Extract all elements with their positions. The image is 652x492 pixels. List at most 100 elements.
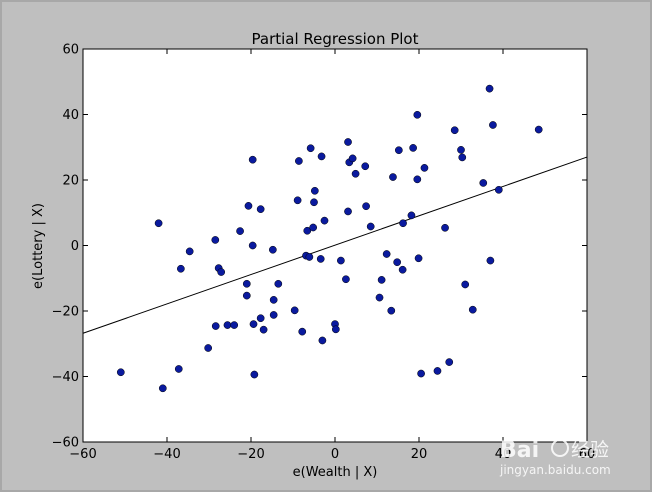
data-point: [211, 322, 220, 330]
data-point: [479, 179, 488, 187]
data-point: [268, 245, 277, 254]
y-tick-label: 40: [62, 108, 79, 123]
data-point: [303, 226, 312, 235]
x-tick-label: −60: [69, 447, 96, 462]
data-point: [409, 144, 417, 152]
data-point: [457, 146, 465, 154]
x-tick-label: 20: [411, 447, 428, 462]
watermark: Bai 经验 jingyan.baidu.com: [499, 438, 611, 477]
data-point: [489, 121, 497, 129]
y-tick-label: 0: [71, 239, 79, 254]
data-point: [310, 198, 318, 207]
data-point: [274, 279, 283, 288]
data-point: [230, 321, 239, 329]
data-point: [387, 306, 396, 315]
data-point: [342, 275, 350, 284]
data-point: [317, 152, 326, 161]
watermark-brand-cn: 经验: [571, 439, 609, 461]
x-tick-label: 60: [579, 447, 596, 462]
y-tick-label: −40: [52, 370, 79, 385]
regression-line: [82, 156, 588, 334]
data-point: [377, 276, 386, 284]
data-point: [116, 368, 125, 377]
data-point: [441, 223, 449, 232]
data-point: [413, 175, 422, 184]
data-point: [256, 205, 265, 213]
data-point: [185, 247, 194, 256]
data-point: [244, 202, 253, 210]
data-point: [344, 138, 352, 146]
data-point: [316, 255, 325, 263]
data-point: [306, 144, 315, 153]
data-point: [382, 250, 391, 258]
paw-icon: [551, 439, 569, 457]
x-tick-label: −40: [153, 447, 180, 462]
data-point: [485, 84, 494, 93]
y-tick-label: 20: [62, 174, 79, 189]
data-point: [242, 279, 251, 288]
data-point: [417, 369, 425, 378]
data-point: [320, 216, 329, 225]
data-point: [414, 254, 423, 263]
data-point: [293, 196, 302, 205]
data-point: [236, 227, 244, 235]
data-point: [445, 358, 454, 366]
data-point: [351, 169, 360, 178]
y-tick-label: −60: [52, 436, 79, 451]
data-point: [249, 320, 258, 328]
data-point: [331, 325, 340, 334]
data-point: [450, 126, 459, 135]
data-point: [158, 384, 167, 393]
data-point: [310, 186, 319, 195]
y-tick-labels: −60 −40 −20 0 20 40 60: [52, 43, 79, 451]
data-point: [177, 264, 185, 273]
x-tick-label: 0: [331, 447, 339, 462]
x-tick-labels: −60 −40 −20 0 20 40 60: [69, 447, 595, 462]
data-point: [420, 164, 429, 172]
data-point: [248, 241, 257, 250]
data-point: [394, 146, 403, 155]
data-point: [204, 344, 213, 352]
y-tick-label: −20: [52, 305, 79, 320]
data-point: [298, 327, 307, 336]
data-point: [361, 162, 370, 171]
data-point: [389, 173, 397, 181]
data-point: [269, 311, 278, 319]
data-point: [217, 268, 226, 276]
data-point: [362, 202, 370, 211]
data-point: [348, 154, 357, 163]
data-point: [366, 222, 375, 231]
data-point: [461, 280, 470, 289]
data-point: [534, 125, 543, 134]
data-point: [413, 110, 422, 119]
x-tick-label: −20: [237, 447, 264, 462]
y-tick-label: 60: [62, 43, 79, 58]
data-point: [318, 336, 327, 345]
data-point: [407, 211, 416, 220]
data-point: [433, 367, 442, 375]
data-point: [398, 265, 407, 274]
scatter-points: [116, 84, 543, 393]
data-point: [337, 256, 345, 265]
data-point: [269, 296, 278, 304]
data-point: [259, 325, 268, 334]
tick-marks: [82, 48, 588, 443]
data-point: [250, 370, 259, 379]
data-point: [290, 306, 299, 315]
data-point: [248, 155, 257, 164]
data-point: [399, 219, 407, 228]
data-point: [344, 207, 352, 216]
data-point: [295, 157, 303, 165]
watermark-brand: Bai: [500, 438, 539, 463]
data-point: [154, 219, 163, 228]
data-point: [223, 321, 232, 329]
data-point: [305, 253, 314, 261]
x-axis-label: e(Wealth | X): [293, 465, 378, 480]
data-point: [256, 314, 265, 323]
data-point: [375, 293, 384, 302]
data-point: [393, 258, 402, 267]
data-point: [494, 185, 503, 194]
data-point: [468, 305, 477, 314]
data-point: [211, 236, 220, 244]
